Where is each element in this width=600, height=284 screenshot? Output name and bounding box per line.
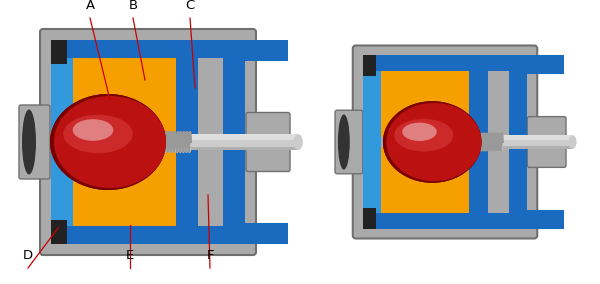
Bar: [223, 58, 245, 226]
Bar: [51, 220, 67, 244]
Bar: [223, 40, 288, 61]
FancyBboxPatch shape: [353, 45, 537, 239]
Bar: [161, 147, 298, 150]
Text: F: F: [206, 249, 214, 262]
FancyBboxPatch shape: [246, 112, 290, 172]
Bar: [176, 58, 198, 226]
Bar: [362, 55, 526, 71]
Bar: [509, 55, 564, 74]
Ellipse shape: [54, 96, 166, 188]
Ellipse shape: [73, 119, 113, 141]
Ellipse shape: [386, 103, 482, 181]
Text: A: A: [85, 0, 95, 12]
FancyBboxPatch shape: [40, 29, 256, 255]
Bar: [475, 135, 487, 149]
Bar: [381, 147, 469, 213]
Text: D: D: [23, 249, 33, 262]
Bar: [478, 135, 572, 140]
Text: C: C: [185, 0, 194, 12]
Ellipse shape: [22, 110, 36, 174]
Bar: [381, 71, 469, 137]
Bar: [478, 135, 572, 149]
Bar: [51, 58, 73, 226]
Bar: [469, 71, 487, 213]
Bar: [509, 210, 564, 229]
Bar: [73, 147, 176, 226]
Bar: [51, 226, 243, 244]
Ellipse shape: [50, 94, 166, 190]
FancyBboxPatch shape: [19, 105, 50, 179]
Bar: [362, 208, 376, 229]
Ellipse shape: [402, 123, 437, 141]
Ellipse shape: [383, 101, 482, 183]
Bar: [158, 134, 173, 150]
Bar: [362, 55, 376, 76]
Bar: [223, 223, 288, 244]
Ellipse shape: [73, 119, 113, 141]
Bar: [161, 134, 298, 150]
Ellipse shape: [386, 103, 482, 181]
Bar: [51, 40, 243, 58]
FancyBboxPatch shape: [527, 117, 566, 167]
Bar: [509, 71, 527, 213]
Ellipse shape: [63, 115, 133, 153]
Bar: [362, 71, 381, 213]
Bar: [161, 134, 298, 140]
Ellipse shape: [63, 115, 133, 153]
Ellipse shape: [383, 101, 482, 183]
Text: E: E: [126, 249, 134, 262]
Ellipse shape: [54, 96, 166, 188]
Bar: [73, 58, 176, 137]
Ellipse shape: [394, 119, 454, 152]
Bar: [51, 40, 67, 64]
FancyBboxPatch shape: [335, 110, 363, 174]
Ellipse shape: [50, 94, 166, 190]
Ellipse shape: [394, 119, 454, 152]
Ellipse shape: [402, 123, 437, 141]
Bar: [478, 146, 572, 149]
Bar: [362, 213, 526, 229]
Ellipse shape: [293, 134, 303, 150]
Text: B: B: [128, 0, 137, 12]
Ellipse shape: [568, 135, 577, 149]
Ellipse shape: [338, 114, 350, 170]
